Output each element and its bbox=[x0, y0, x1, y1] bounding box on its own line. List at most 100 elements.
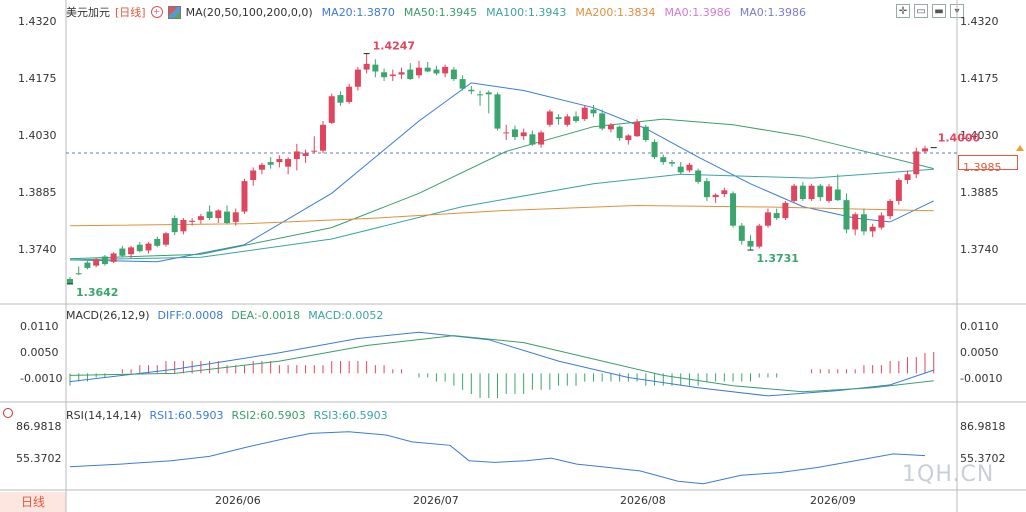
date-tick-2: 2026/07 bbox=[413, 494, 459, 507]
price-tick-left-1: 1.4320 bbox=[18, 15, 57, 28]
candle-body bbox=[407, 69, 414, 80]
candle-body bbox=[154, 238, 161, 246]
candle-body bbox=[459, 79, 466, 89]
candle-body bbox=[189, 220, 196, 222]
zoom-out-icon[interactable]: ▭ bbox=[914, 4, 928, 18]
price-annotations: 1.3642 1.4247 1.3731 1.4000 bbox=[67, 40, 981, 299]
candle-body bbox=[84, 262, 91, 268]
candle-body bbox=[904, 174, 911, 180]
candle-body bbox=[311, 150, 318, 152]
cross-icon[interactable]: ✛ bbox=[896, 4, 910, 18]
macd-dea-value: DEA:-0.0018 bbox=[231, 309, 301, 322]
candle-body bbox=[791, 185, 798, 201]
candle-body bbox=[285, 159, 292, 167]
candle-body bbox=[258, 164, 265, 170]
candle-body bbox=[267, 162, 274, 165]
price-tick-right-1: 1.4320 bbox=[960, 15, 999, 28]
candle-body bbox=[686, 164, 693, 171]
last-label: 1.4000 bbox=[938, 132, 981, 145]
rsi-tick-right-1: 86.9818 bbox=[960, 420, 1006, 433]
rsi-tick-left-1: 86.9818 bbox=[16, 420, 62, 433]
ma100-line bbox=[69, 168, 934, 261]
candle-body bbox=[607, 124, 614, 130]
candle-body bbox=[337, 95, 344, 103]
ma200-value: MA200:1.3834 bbox=[575, 5, 656, 19]
price-tick-right-4: 1.3885 bbox=[960, 186, 999, 199]
candle-body bbox=[503, 132, 510, 134]
rsi-line bbox=[69, 431, 926, 485]
price-tick-left-3: 1.4030 bbox=[18, 129, 57, 142]
candle-body bbox=[485, 92, 492, 95]
crosshair-target-icon[interactable] bbox=[3, 408, 13, 418]
candle-body bbox=[162, 233, 169, 245]
settings-icon[interactable]: + bbox=[150, 6, 163, 18]
macd-tick-left-2: 0.0050 bbox=[20, 346, 59, 359]
macd-title: MACD(26,12,9) bbox=[66, 309, 150, 322]
candle-body bbox=[782, 202, 789, 219]
candle-body bbox=[625, 135, 632, 141]
candle-body bbox=[887, 200, 894, 217]
candle-body bbox=[668, 162, 675, 164]
ma0-value-a: MA0:1.3986 bbox=[664, 5, 731, 19]
ma-params: MA(20,50,100,200,0,0) bbox=[185, 5, 313, 19]
candle-body bbox=[381, 72, 388, 78]
candle-body bbox=[599, 113, 606, 129]
candle-body bbox=[433, 69, 440, 74]
candle-body bbox=[346, 86, 353, 102]
period-tab-daily[interactable]: 日线 bbox=[0, 492, 66, 512]
candle-body bbox=[538, 132, 545, 145]
price-tick-right-3: 1.4030 bbox=[960, 129, 999, 142]
candle-body bbox=[145, 243, 152, 251]
ma200-line bbox=[69, 204, 934, 227]
rsi-title: RSI(14,14,14) bbox=[66, 409, 142, 422]
rsi2-value: RSI2:60.5903 bbox=[231, 409, 306, 422]
ma-color-swatch[interactable] bbox=[167, 5, 181, 19]
candle-body bbox=[241, 181, 248, 212]
candle-body bbox=[677, 166, 684, 173]
current-price-arrow-icon bbox=[1016, 145, 1024, 151]
candle-body bbox=[180, 219, 187, 232]
candle-body bbox=[354, 69, 361, 87]
zoom-in-icon[interactable]: ▬ bbox=[932, 4, 946, 18]
price-tick-left-5: 1.3740 bbox=[18, 243, 57, 256]
candle-body bbox=[442, 66, 449, 74]
candle-body bbox=[128, 247, 135, 255]
candle-body bbox=[468, 89, 475, 92]
candle-body bbox=[826, 186, 833, 201]
ma50-line bbox=[69, 118, 934, 260]
candle-body bbox=[712, 194, 719, 198]
candle-body bbox=[136, 244, 143, 252]
candle-body bbox=[276, 159, 283, 163]
candle-body bbox=[773, 213, 780, 219]
candle-body bbox=[224, 211, 231, 224]
rsi-tick-left-2: 55.3702 bbox=[16, 452, 62, 465]
rsi-tick-right-2: 55.3702 bbox=[960, 452, 1006, 465]
rsi-pane bbox=[69, 431, 926, 485]
price-tick-left-2: 1.4175 bbox=[18, 72, 57, 85]
macd-tick-right-1: 0.0110 bbox=[960, 320, 999, 333]
candle-body bbox=[564, 116, 571, 125]
candle-body bbox=[695, 170, 702, 182]
price-tick-right-2: 1.4175 bbox=[960, 72, 999, 85]
rsi-legend: RSI(14,14,14) RSI1:60.5903 RSI2:60.5903 … bbox=[66, 409, 388, 422]
candle-body bbox=[730, 193, 737, 226]
candle-body bbox=[450, 69, 457, 80]
period-tag[interactable]: [日线] bbox=[115, 6, 146, 19]
candle-body bbox=[756, 225, 763, 247]
macd-hist-value: MACD:0.0052 bbox=[308, 309, 384, 322]
macd-dea-line bbox=[69, 335, 934, 393]
candle-body bbox=[110, 253, 117, 262]
rsi1-value: RSI1:60.5903 bbox=[149, 409, 224, 422]
candle-body bbox=[869, 226, 876, 232]
rsi3-value: RSI3:60.5903 bbox=[313, 409, 388, 422]
candle-body bbox=[520, 132, 527, 137]
moving-average-lines bbox=[69, 82, 934, 263]
candle-body bbox=[642, 126, 649, 141]
candle-body bbox=[799, 185, 806, 200]
ma20-value: MA20:1.3870 bbox=[321, 5, 395, 19]
candle-body bbox=[660, 157, 667, 163]
candlesticks bbox=[67, 53, 928, 284]
candle-body bbox=[721, 190, 728, 195]
